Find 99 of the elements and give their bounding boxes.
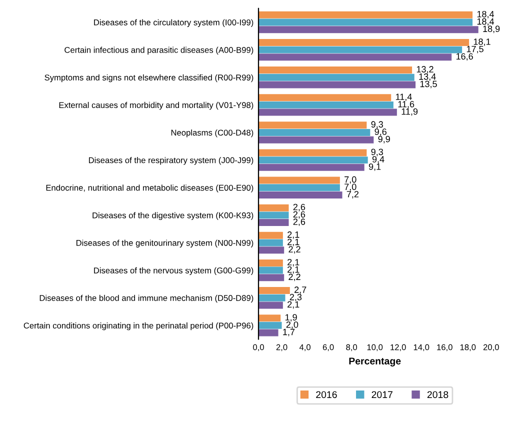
bar — [258, 287, 290, 294]
data-label: 2,2 — [288, 246, 300, 254]
bar — [258, 239, 283, 246]
data-label: 9,1 — [368, 163, 381, 171]
data-label: 2,2 — [288, 274, 300, 282]
data-label: 7,0 — [344, 184, 356, 192]
bar — [258, 26, 478, 34]
bar — [258, 66, 412, 74]
y-tick-label: Diseases of the blood and immune mechanism (D50-D89) — [40, 294, 254, 303]
bar — [258, 108, 397, 116]
bar — [258, 329, 278, 336]
data-label: 13,2 — [416, 66, 434, 74]
y-tick-label: Diseases of the genitourinary system (N00-N99) — [76, 240, 254, 248]
data-label: 13,5 — [420, 80, 437, 88]
data-label: 18,4 — [477, 18, 494, 26]
y-tick-label: External causes of morbidity and mortality (V01-Y98) — [59, 102, 254, 110]
x-tick-label: 2,0 — [276, 344, 288, 352]
y-tick-label: Diseases of the respiratory system (J00-J99) — [88, 157, 254, 165]
data-label: 2,1 — [288, 238, 300, 246]
bar — [258, 191, 342, 198]
data-label: 1,9 — [285, 314, 297, 322]
data-label: 2,1 — [288, 266, 300, 274]
y-tick-label: Diseases of the digestive system (K00-K93) — [92, 212, 254, 220]
legend-label: 2018 — [427, 391, 448, 398]
data-label: 2,0 — [286, 321, 298, 329]
data-label: 17,5 — [466, 46, 484, 54]
x-tick-label: 8,0 — [346, 344, 358, 352]
x-tick-label: 14,0 — [414, 344, 430, 352]
y-tick-label: Neoplasms (C00-D48) — [171, 129, 254, 138]
bar — [258, 212, 289, 219]
x-tick-label: 0,0 — [253, 344, 264, 352]
data-label: 7,0 — [344, 176, 356, 184]
data-label: 16,6 — [456, 53, 473, 61]
bar — [258, 136, 374, 144]
bar — [258, 266, 283, 274]
bar — [258, 81, 416, 88]
bar — [258, 314, 281, 322]
data-label: 1,7 — [283, 328, 295, 336]
bar — [258, 54, 452, 61]
data-label: 9,3 — [371, 148, 383, 156]
data-label: 7,2 — [346, 191, 359, 198]
bar — [258, 156, 368, 164]
bar — [258, 11, 473, 18]
data-label: 2,6 — [293, 204, 306, 212]
data-label: 2,6 — [293, 211, 306, 219]
bar — [258, 101, 394, 108]
legend-label: 2016 — [316, 391, 337, 398]
y-tick-label: Diseases of the nervous system (G00-G99) — [94, 267, 254, 276]
y-tick-label: Endocrine, nutritional and metabolic diseases (E00-E90) — [46, 184, 254, 192]
bar — [258, 294, 286, 302]
data-label: 11,6 — [398, 100, 414, 108]
bar — [258, 322, 282, 329]
data-label: 11,4 — [396, 94, 412, 102]
x-axis-title: Percentage — [349, 358, 401, 366]
bar — [258, 184, 340, 192]
bar — [258, 204, 289, 212]
bar — [258, 259, 283, 266]
bar — [258, 274, 284, 282]
data-label: 18,4 — [477, 10, 494, 18]
x-tick-label: 10,0 — [367, 344, 383, 352]
data-label: 9,9 — [378, 136, 390, 144]
data-label: 18,1 — [474, 38, 490, 46]
bar — [258, 176, 340, 184]
bar — [258, 94, 392, 102]
data-label: 11,9 — [402, 108, 418, 116]
bar — [258, 302, 283, 309]
x-tick-label: 4,0 — [299, 344, 310, 352]
data-label: 9,3 — [371, 121, 383, 129]
bar — [258, 164, 364, 171]
bar — [258, 46, 462, 54]
bar — [258, 122, 367, 129]
bar — [258, 149, 367, 156]
y-tick-label: Diseases of the circulatory system (I00-I99) — [94, 19, 254, 28]
data-label: 2,1 — [288, 258, 300, 266]
bar — [258, 74, 414, 81]
y-tick-label: Certain infectious and parasitic diseases (A00-B99) — [64, 46, 254, 55]
x-tick-label: 12,0 — [390, 344, 406, 352]
data-label: 2,3 — [290, 294, 302, 302]
data-label: 2,6 — [293, 218, 306, 226]
bar — [258, 246, 284, 254]
data-label: 2,7 — [294, 286, 306, 294]
y-tick-label: Symptoms and signs not elsewhere classified (R00-R99) — [44, 74, 254, 82]
x-tick-label: 6,0 — [322, 344, 334, 352]
legend-label: 2017 — [372, 391, 392, 398]
data-label: 9,6 — [374, 128, 386, 136]
x-tick-label: 16,0 — [437, 344, 452, 352]
bar — [258, 232, 283, 239]
x-tick-label: 20,0 — [483, 344, 499, 352]
bar — [258, 219, 289, 226]
bar — [258, 129, 370, 136]
data-label: 9,4 — [372, 156, 384, 164]
bar — [258, 18, 473, 26]
x-tick-label: 18,0 — [460, 344, 476, 352]
data-label: 2,1 — [288, 231, 300, 239]
bar — [258, 38, 470, 46]
data-label: 18,9 — [483, 26, 500, 34]
data-label: 2,1 — [288, 301, 300, 309]
data-label: 13,4 — [419, 73, 436, 81]
y-tick-label: Certain conditions originating in the perinatal period (P00-P96) — [24, 322, 254, 330]
